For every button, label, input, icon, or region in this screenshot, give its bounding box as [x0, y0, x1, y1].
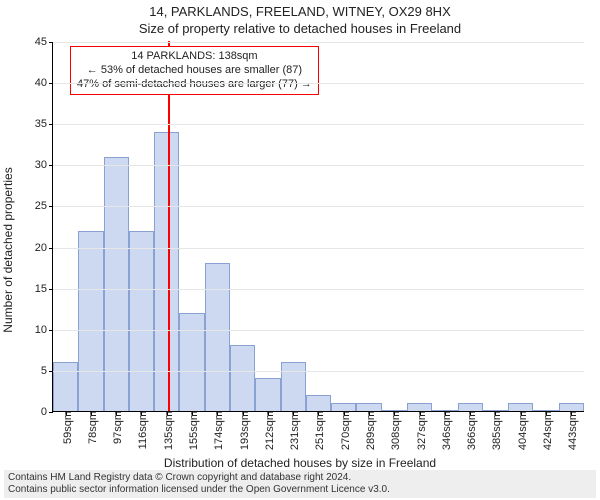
grid-line [53, 124, 584, 125]
bar [458, 403, 483, 411]
y-tick-label: 15 [35, 283, 53, 295]
bar-wrap: 327sqm [407, 42, 432, 411]
bar [78, 231, 103, 411]
annotation-line2: ← 53% of detached houses are smaller (87… [77, 63, 312, 77]
x-tick-label: 116sqm [137, 411, 149, 449]
chart-title-main: 14, PARKLANDS, FREELAND, WITNEY, OX29 8H… [0, 0, 600, 19]
bar-wrap: 193sqm [230, 42, 255, 411]
footer-note-line1: Contains HM Land Registry data © Crown c… [8, 472, 592, 484]
bar [154, 132, 179, 411]
bar-wrap: 404sqm [508, 42, 533, 411]
bar-wrap: 231sqm [281, 42, 306, 411]
y-tick-label: 30 [35, 159, 53, 171]
y-tick-label: 25 [35, 200, 53, 212]
bar-wrap: 385sqm [483, 42, 508, 411]
x-tick-label: 346sqm [441, 411, 453, 450]
grid-line [53, 248, 584, 249]
bar [331, 403, 356, 411]
x-tick-label: 59sqm [62, 411, 74, 444]
bar-wrap: 116sqm [129, 42, 154, 411]
bar-wrap: 443sqm [559, 42, 584, 411]
bar [559, 403, 584, 411]
plot-area: 59sqm78sqm97sqm116sqm135sqm155sqm174sqm1… [52, 42, 584, 412]
grid-line [53, 165, 584, 166]
bar [205, 263, 230, 411]
grid-line [53, 371, 584, 372]
x-tick-label: 443sqm [567, 411, 579, 450]
bar-wrap: 174sqm [205, 42, 230, 411]
x-tick-label: 424sqm [542, 411, 554, 450]
bar [356, 403, 381, 411]
bar-wrap: 78sqm [78, 42, 103, 411]
x-tick-label: 308sqm [390, 411, 402, 450]
x-tick-label: 366sqm [466, 411, 478, 450]
grid-line [53, 42, 584, 43]
grid-line [53, 206, 584, 207]
bar [129, 231, 154, 411]
y-tick-label: 45 [35, 36, 53, 48]
annotation-box: 14 PARKLANDS: 138sqm ← 53% of detached h… [70, 46, 319, 95]
x-tick-label: 270sqm [340, 411, 352, 450]
annotation-line1: 14 PARKLANDS: 138sqm [77, 49, 312, 63]
y-tick-label: 0 [41, 406, 53, 418]
bar-wrap: 308sqm [382, 42, 407, 411]
y-tick-label: 20 [35, 242, 53, 254]
x-tick-label: 135sqm [163, 411, 175, 450]
y-axis-label: Number of detached properties [1, 85, 15, 250]
bar-wrap: 270sqm [331, 42, 356, 411]
bar-wrap: 155sqm [179, 42, 204, 411]
marker-line [168, 41, 170, 411]
footer-note: Contains HM Land Registry data © Crown c… [4, 470, 596, 498]
bar [508, 403, 533, 411]
y-tick-label: 10 [35, 324, 53, 336]
x-tick-label: 174sqm [213, 411, 225, 450]
x-tick-label: 78sqm [87, 411, 99, 444]
bar [53, 362, 78, 411]
bar-wrap: 424sqm [533, 42, 558, 411]
bar [255, 378, 280, 411]
x-tick-label: 289sqm [365, 411, 377, 450]
x-tick-label: 327sqm [416, 411, 428, 450]
bar-wrap: 366sqm [458, 42, 483, 411]
bar [104, 157, 129, 411]
x-tick-label: 193sqm [239, 411, 251, 450]
x-tick-label: 212sqm [264, 411, 276, 450]
bar-wrap: 289sqm [356, 42, 381, 411]
grid-line [53, 83, 584, 84]
x-tick-label: 231sqm [289, 411, 301, 450]
bar [179, 313, 204, 411]
bar-wrap: 135sqm [154, 42, 179, 411]
y-tick-label: 5 [41, 365, 53, 377]
x-tick-label: 97sqm [112, 411, 124, 444]
bar [281, 362, 306, 411]
bar [230, 345, 255, 411]
bar [306, 395, 331, 411]
bar-wrap: 59sqm [53, 42, 78, 411]
footer-note-line2: Contains public sector information licen… [8, 484, 592, 496]
bar [407, 403, 432, 411]
y-tick-label: 35 [35, 118, 53, 130]
bar-wrap: 251sqm [306, 42, 331, 411]
x-tick-label: 251sqm [314, 411, 326, 450]
x-axis-label: Distribution of detached houses by size … [0, 456, 600, 470]
annotation-line3: 47% of semi-detached houses are larger (… [77, 77, 312, 91]
y-tick-label: 40 [35, 77, 53, 89]
x-tick-label: 404sqm [517, 411, 529, 450]
bars-container: 59sqm78sqm97sqm116sqm135sqm155sqm174sqm1… [53, 42, 584, 411]
bar-wrap: 212sqm [255, 42, 280, 411]
bar-wrap: 97sqm [104, 42, 129, 411]
grid-line [53, 330, 584, 331]
x-tick-label: 155sqm [188, 411, 200, 450]
grid-line [53, 289, 584, 290]
x-tick-label: 385sqm [491, 411, 503, 450]
bar-wrap: 346sqm [432, 42, 457, 411]
chart-title-sub: Size of property relative to detached ho… [0, 19, 600, 40]
